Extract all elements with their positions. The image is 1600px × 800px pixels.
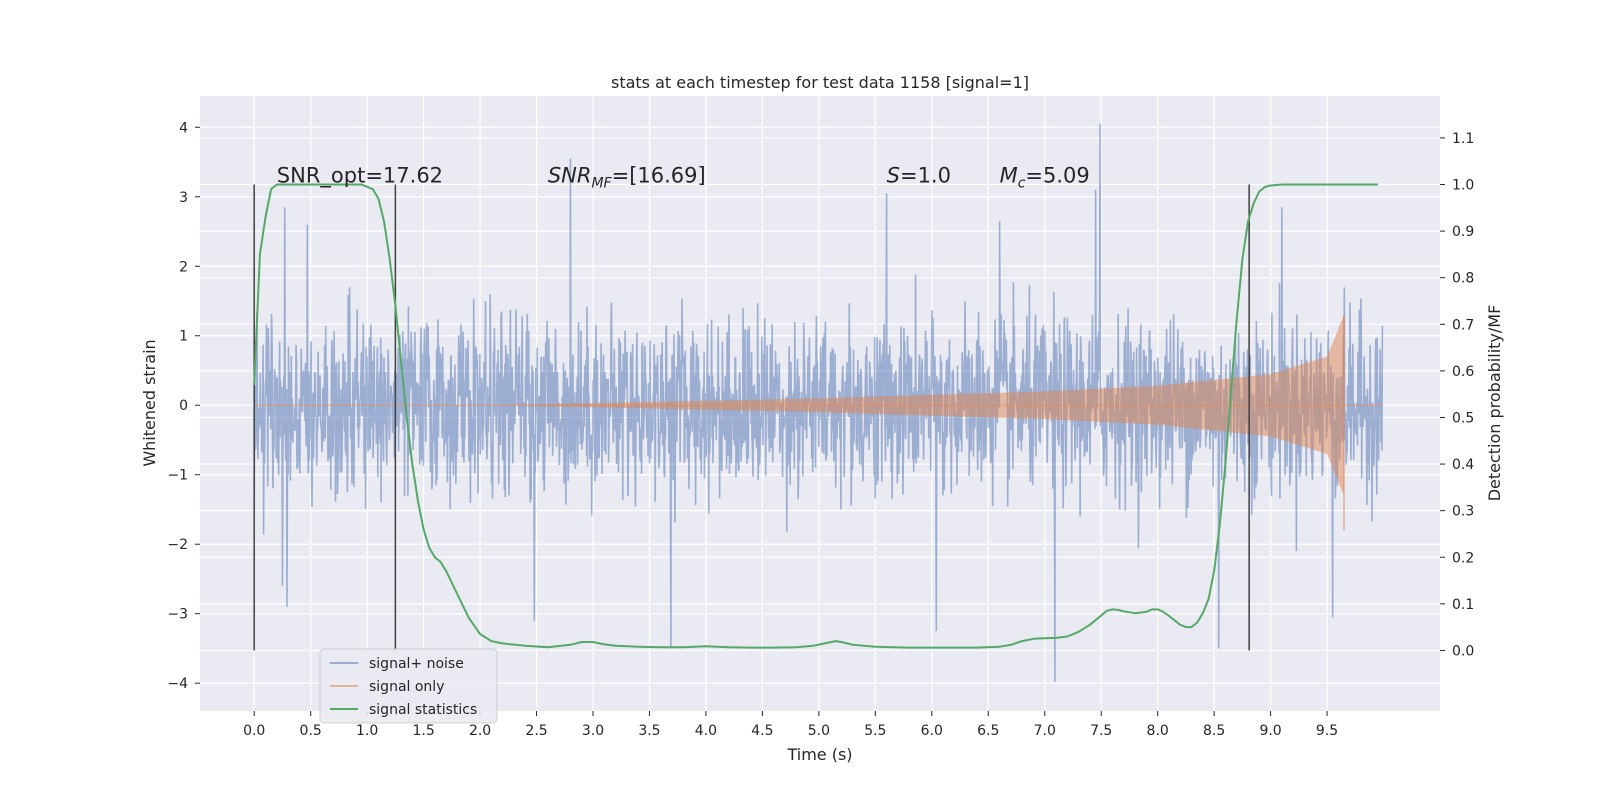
y-tick-label-4: 0 bbox=[179, 398, 188, 414]
stats-line bbox=[253, 183, 1378, 649]
annotation-snr-opt: SNR_opt=17.62 bbox=[277, 164, 443, 189]
y2-tick-label-8: 0.8 bbox=[1452, 271, 1474, 287]
x-tick-label-19: 9.5 bbox=[1316, 723, 1338, 739]
x-tick-label-0: 0.0 bbox=[243, 723, 265, 739]
y2-tick-label-4: 0.4 bbox=[1452, 457, 1474, 473]
y2-tick-label-5: 0.5 bbox=[1452, 410, 1474, 426]
legend-label-signal: signal only bbox=[369, 679, 444, 695]
y-tick-label-2: −2 bbox=[167, 537, 188, 553]
y2-tick-label-7: 0.7 bbox=[1452, 317, 1474, 333]
y2-tick-label-3: 0.3 bbox=[1452, 504, 1474, 520]
x-tick-label-5: 2.5 bbox=[525, 723, 547, 739]
chart-title: stats at each timestep for test data 115… bbox=[611, 73, 1029, 92]
x-tick-label-3: 1.5 bbox=[412, 723, 434, 739]
x-tick-label-13: 6.5 bbox=[977, 723, 999, 739]
y2-axis-ticks: 0.0 0.1 0.2 0.3 0.4 0.5 0.6 0.7 0.8 0.9 1.0 1.1 bbox=[1440, 131, 1474, 659]
y2-tick-label-10: 1.0 bbox=[1452, 178, 1474, 194]
legend: signal+ noise signal only signal statist… bbox=[319, 648, 498, 724]
signal-only-series bbox=[254, 314, 1383, 531]
signal-statistics-series bbox=[253, 183, 1378, 649]
x-tick-label-18: 9.0 bbox=[1259, 723, 1281, 739]
y2-tick-label-0: 0.0 bbox=[1452, 643, 1474, 659]
marker-lines bbox=[253, 184, 1250, 651]
x-tick-label-11: 5.5 bbox=[864, 723, 886, 739]
x-axis-label: Time (s) bbox=[786, 745, 852, 764]
x-tick-label-12: 6.0 bbox=[921, 723, 943, 739]
annotation-s-value: S=1.0 bbox=[887, 164, 951, 188]
y-tick-label-6: 2 bbox=[179, 259, 188, 275]
x-tick-label-17: 8.5 bbox=[1203, 723, 1225, 739]
legend-box bbox=[319, 648, 498, 724]
legend-label-noise: signal+ noise bbox=[369, 656, 464, 672]
y-tick-label-1: −3 bbox=[167, 607, 188, 623]
x-tick-label-16: 8.0 bbox=[1147, 723, 1169, 739]
y2-tick-label-2: 0.2 bbox=[1452, 550, 1474, 566]
x-tick-label-9: 4.5 bbox=[751, 723, 773, 739]
annotations: SNR_opt=17.62 SNRMF=[16.69] S=1.0 Mc=5.09 bbox=[277, 164, 1090, 192]
x-tick-label-15: 7.5 bbox=[1090, 723, 1112, 739]
y2-tick-label-6: 0.6 bbox=[1452, 364, 1474, 380]
legend-label-stats: signal statistics bbox=[369, 702, 477, 718]
x-tick-label-8: 4.0 bbox=[695, 723, 717, 739]
x-tick-label-1: 0.5 bbox=[300, 723, 322, 739]
y-tick-label-0: −4 bbox=[167, 676, 188, 692]
annotation-snr-mf: SNRMF=[16.69] bbox=[548, 164, 706, 192]
x-tick-label-14: 7.0 bbox=[1034, 723, 1056, 739]
y2-tick-label-9: 0.9 bbox=[1452, 224, 1474, 240]
y-tick-label-5: 1 bbox=[179, 329, 188, 345]
x-tick-label-6: 3.0 bbox=[582, 723, 604, 739]
x-tick-label-10: 5.0 bbox=[808, 723, 830, 739]
y-axis-label: Whitened strain bbox=[140, 339, 159, 466]
x-tick-label-2: 1.0 bbox=[356, 723, 378, 739]
y-tick-label-8: 4 bbox=[179, 120, 188, 136]
y-axis-ticks: −4 −3 −2 −1 0 1 2 3 4 bbox=[167, 120, 200, 692]
y2-tick-label-11: 1.1 bbox=[1452, 131, 1474, 147]
x-tick-label-7: 3.5 bbox=[638, 723, 660, 739]
x-axis-ticks: 0.0 0.5 1.0 1.5 2.0 2.5 3.0 3.5 4.0 4.5 5.0 5.5 6.0 6… bbox=[243, 711, 1338, 739]
y-tick-label-7: 3 bbox=[179, 190, 188, 206]
x-tick-label-4: 2.0 bbox=[469, 723, 491, 739]
y2-tick-label-1: 0.1 bbox=[1452, 597, 1474, 613]
annotation-mc-value: Mc=5.09 bbox=[1000, 164, 1090, 192]
y2-axis-label: Detection probability/MF bbox=[1485, 305, 1504, 502]
y-tick-label-3: −1 bbox=[167, 468, 188, 484]
